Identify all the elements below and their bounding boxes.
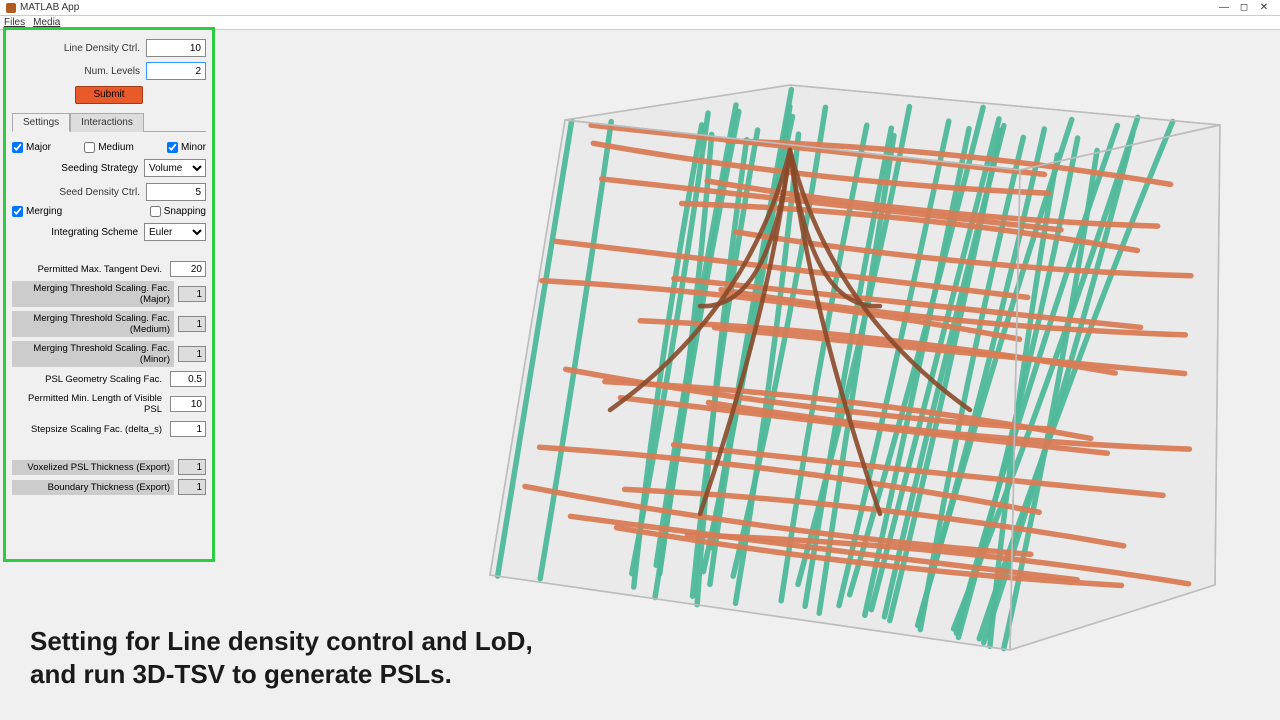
tab-settings[interactable]: Settings <box>12 113 70 132</box>
main-area: Line Density Ctrl. Num. Levels Submit Se… <box>0 30 1280 720</box>
boundary-thick-input[interactable] <box>178 479 206 495</box>
medium-checkbox[interactable]: Medium <box>84 142 134 153</box>
submit-button[interactable]: Submit <box>75 86 143 104</box>
maximize-button[interactable]: ◻ <box>1234 2 1254 13</box>
seeding-strategy-select[interactable]: Volume <box>144 159 206 177</box>
tab-interactions[interactable]: Interactions <box>70 113 144 132</box>
caption-line-2: and run 3D-TSV to generate PSLs. <box>30 658 533 691</box>
merge-major-input[interactable] <box>178 286 206 302</box>
min-psl-len-label: Permitted Min. Length of Visible PSL <box>12 391 166 417</box>
psl-geom-input[interactable] <box>170 371 206 387</box>
psl-geom-label: PSL Geometry Scaling Fac. <box>12 372 166 387</box>
num-levels-input[interactable] <box>146 62 206 80</box>
caption-line-1: Setting for Line density control and LoD… <box>30 625 533 658</box>
line-density-label: Line Density Ctrl. <box>12 43 140 54</box>
tangent-devi-input[interactable] <box>170 261 206 277</box>
tabs: Settings Interactions <box>12 112 206 132</box>
merge-major-label: Merging Threshold Scaling. Fac. (Major) <box>12 281 174 307</box>
minimize-button[interactable]: — <box>1214 2 1234 13</box>
merge-minor-input[interactable] <box>178 346 206 362</box>
close-button[interactable]: ✕ <box>1254 2 1274 13</box>
tangent-devi-label: Permitted Max. Tangent Devi. <box>12 262 166 277</box>
voxel-thick-input[interactable] <box>178 459 206 475</box>
settings-panel: Line Density Ctrl. Num. Levels Submit Se… <box>3 27 215 562</box>
seeding-strategy-label: Seeding Strategy <box>12 163 138 174</box>
minor-checkbox[interactable]: Minor <box>167 142 206 153</box>
stepsize-input[interactable] <box>170 421 206 437</box>
seed-density-label: Seed Density Ctrl. <box>12 187 140 198</box>
matlab-icon <box>6 3 16 13</box>
tab-body-settings: Major Medium Minor Seeding Strategy Volu… <box>12 132 206 495</box>
boundary-thick-label: Boundary Thickness (Export) <box>12 480 174 495</box>
seed-density-input[interactable] <box>146 183 206 201</box>
visualization-3d[interactable] <box>230 30 1270 710</box>
caption-overlay: Setting for Line density control and LoD… <box>30 625 533 690</box>
merge-medium-input[interactable] <box>178 316 206 332</box>
major-checkbox[interactable]: Major <box>12 142 51 153</box>
num-levels-label: Num. Levels <box>12 66 140 77</box>
snapping-checkbox[interactable]: Snapping <box>150 206 206 217</box>
merge-minor-label: Merging Threshold Scaling. Fac. (Minor) <box>12 341 174 367</box>
window-title: MATLAB App <box>20 2 79 13</box>
min-psl-len-input[interactable] <box>170 396 206 412</box>
title-bar: MATLAB App — ◻ ✕ <box>0 0 1280 16</box>
integrating-scheme-select[interactable]: Euler <box>144 223 206 241</box>
integrating-scheme-label: Integrating Scheme <box>12 227 138 238</box>
stepsize-label: Stepsize Scaling Fac. (delta_s) <box>12 422 166 437</box>
voxel-thick-label: Voxelized PSL Thickness (Export) <box>12 460 174 475</box>
merge-medium-label: Merging Threshold Scaling. Fac. (Medium) <box>12 311 174 337</box>
line-density-input[interactable] <box>146 39 206 57</box>
merging-checkbox[interactable]: Merging <box>12 206 62 217</box>
